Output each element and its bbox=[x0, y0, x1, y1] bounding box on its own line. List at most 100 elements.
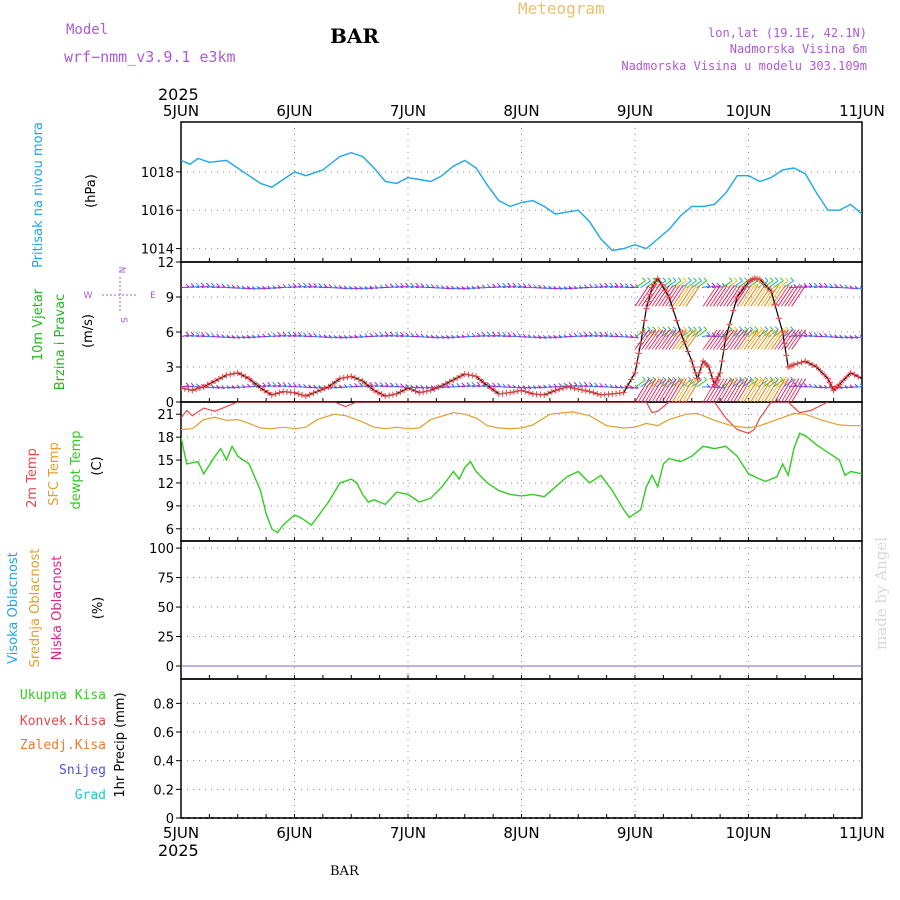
wind-barb-flag bbox=[297, 282, 302, 287]
wind-barb-flag bbox=[614, 282, 619, 287]
storm-hatch bbox=[757, 329, 772, 350]
wind-barb-flag bbox=[744, 326, 748, 331]
wind-barb bbox=[472, 384, 481, 388]
wind-barb bbox=[737, 329, 748, 338]
wind-barb-flag bbox=[599, 382, 604, 387]
wind-barb-flag bbox=[318, 283, 323, 287]
storm-hatch bbox=[634, 378, 650, 402]
year-bottom: 2025 bbox=[158, 841, 199, 860]
wind-speed-marker bbox=[340, 374, 347, 381]
wind-barb-flag bbox=[609, 332, 614, 336]
storm-hatch bbox=[702, 329, 718, 350]
model-label: Model bbox=[66, 22, 108, 38]
wind-barb bbox=[543, 287, 552, 290]
storm-hatch bbox=[746, 285, 762, 307]
wind-barb-flag bbox=[185, 283, 190, 288]
wind-barb bbox=[487, 334, 496, 338]
wind-barb-flag bbox=[287, 283, 292, 288]
wind-barb-flag bbox=[420, 283, 425, 287]
ytick-label-precip: 0.4 bbox=[153, 755, 174, 770]
wind-barb bbox=[860, 287, 862, 289]
wind-barb-flag bbox=[471, 381, 476, 386]
wind-barb bbox=[533, 386, 542, 389]
wind-barb-flag bbox=[785, 277, 789, 282]
wind-barb bbox=[293, 285, 302, 289]
wind-speed-marker bbox=[654, 275, 661, 282]
wind-barb bbox=[850, 287, 859, 290]
dewpt-line bbox=[181, 432, 862, 534]
wind-speed-marker bbox=[779, 329, 786, 335]
wind-barb bbox=[752, 329, 764, 338]
wind-barb bbox=[186, 334, 195, 338]
wind-barb bbox=[804, 285, 813, 289]
wind-speed-marker bbox=[826, 379, 833, 386]
wind-barb-flag bbox=[749, 376, 754, 381]
wind-barb-flag bbox=[759, 376, 764, 381]
wind-barb bbox=[640, 280, 651, 289]
wind-barb bbox=[216, 286, 225, 289]
wind-speed-marker bbox=[276, 389, 283, 396]
wind-barb bbox=[757, 329, 769, 338]
storm-hatch bbox=[777, 285, 793, 307]
ytick-label-precip: 0.6 bbox=[153, 726, 174, 741]
wind-barb-flag bbox=[803, 331, 808, 336]
wind-barb bbox=[655, 329, 667, 338]
wind-barb-flag bbox=[491, 331, 496, 336]
wind-barb bbox=[339, 336, 348, 339]
wind-speed-marker bbox=[781, 340, 788, 347]
wind-speed-marker bbox=[473, 373, 480, 380]
wind-barb-flag bbox=[405, 332, 409, 336]
storm-hatch bbox=[729, 329, 745, 350]
wind-barb bbox=[492, 285, 501, 289]
wind-barb-flag bbox=[711, 282, 716, 287]
wind-speed-marker bbox=[212, 378, 219, 384]
wind-barb bbox=[543, 336, 552, 339]
wind-barb-flag bbox=[652, 326, 656, 331]
storm-hatch bbox=[787, 285, 803, 307]
ytick-label-precip: 0 bbox=[166, 812, 174, 827]
x-tick-label-bottom: 10JUN bbox=[726, 824, 772, 842]
wind-barb bbox=[579, 384, 588, 388]
wind-barb bbox=[824, 286, 833, 289]
wind-barb-flag bbox=[647, 376, 651, 381]
storm-hatch bbox=[661, 329, 677, 350]
storm-hatch bbox=[770, 285, 786, 307]
wind-speed-marker bbox=[775, 315, 782, 322]
storm-hatch bbox=[746, 329, 762, 350]
storm-hatch bbox=[682, 285, 698, 307]
wind-barb-flag bbox=[394, 283, 399, 287]
wind-barb-flag bbox=[456, 383, 461, 387]
wind-barb bbox=[696, 379, 707, 388]
wind-speed-marker bbox=[690, 364, 697, 370]
wind-compass: N W E S bbox=[84, 267, 157, 324]
wind-barb bbox=[456, 287, 465, 290]
wind-barb bbox=[752, 280, 764, 289]
storm-hatch bbox=[682, 329, 698, 350]
wind-barb bbox=[405, 335, 414, 338]
wind-barb-flag bbox=[808, 282, 813, 287]
wind-barb bbox=[257, 287, 266, 290]
wind-barb bbox=[589, 385, 598, 388]
wind-speed-marker bbox=[798, 359, 805, 366]
wind-barb bbox=[502, 285, 511, 289]
wind-barb bbox=[482, 334, 491, 338]
wind-barb bbox=[196, 335, 205, 338]
wind-barb bbox=[354, 336, 363, 338]
wind-barb bbox=[206, 285, 215, 289]
storm-hatch bbox=[723, 378, 738, 402]
app-title: Meteogram bbox=[518, 0, 605, 18]
wind-barb-flag bbox=[497, 283, 501, 287]
wind-barb-flag bbox=[502, 383, 507, 388]
wind-barb-flag bbox=[769, 326, 774, 331]
storm-hatch bbox=[682, 378, 698, 402]
ytick-label-temperature: 15 bbox=[157, 454, 174, 469]
wind-barb bbox=[574, 287, 583, 289]
model-elevation-label: Nadmorska Visina u modelu 303.109m bbox=[621, 59, 867, 73]
wind-barb bbox=[804, 334, 813, 338]
wind-barb bbox=[523, 386, 532, 389]
wind-barb bbox=[604, 285, 613, 289]
storm-hatch bbox=[644, 378, 660, 402]
ytick-label-temperature: 9 bbox=[166, 500, 174, 515]
wind-barb-flag bbox=[728, 277, 733, 282]
wind-barb-flag bbox=[461, 382, 466, 387]
